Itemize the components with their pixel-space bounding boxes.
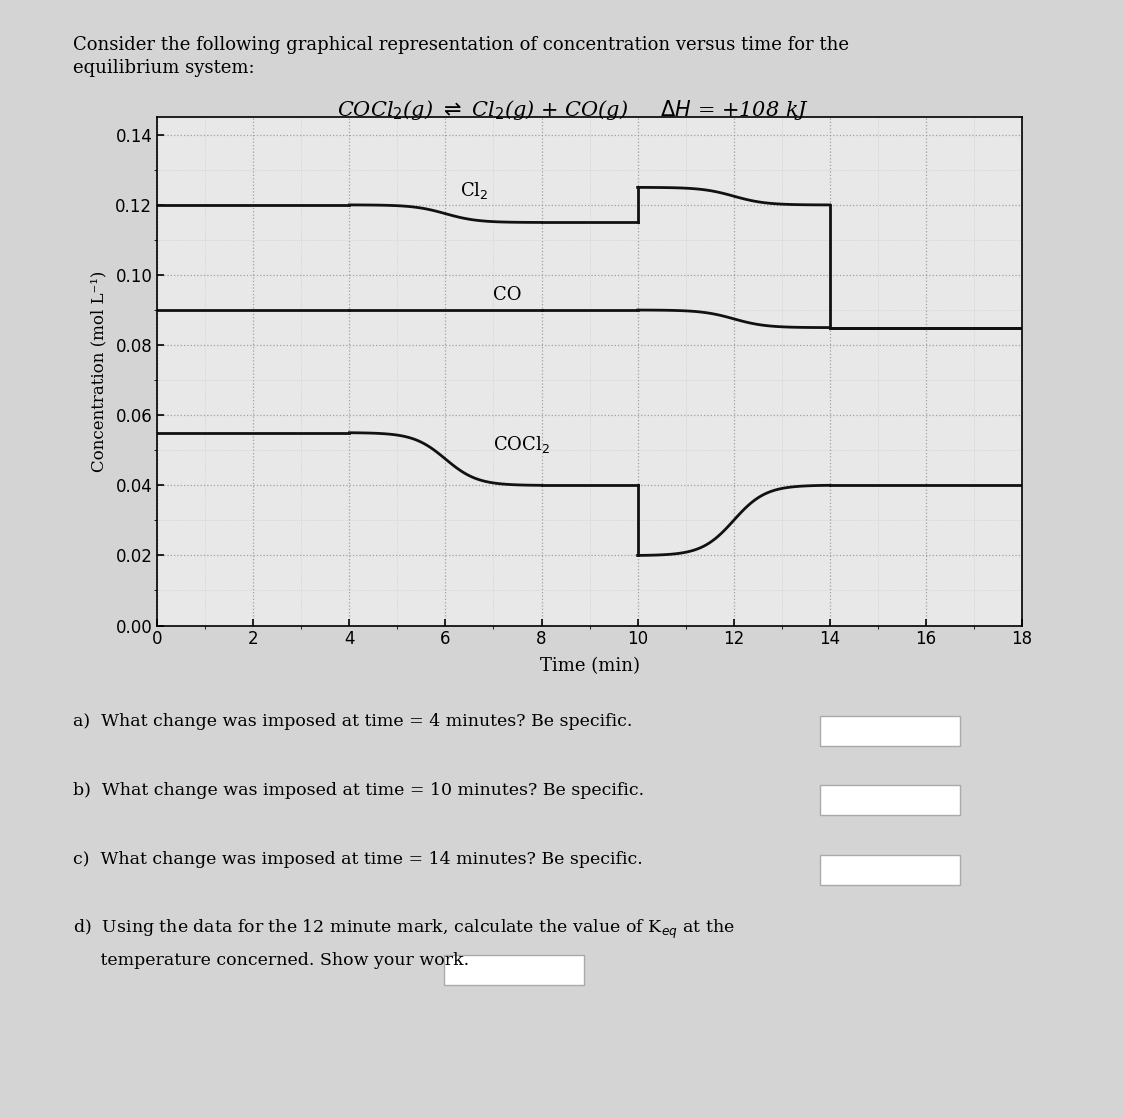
- Text: COCl$_2$: COCl$_2$: [493, 435, 550, 456]
- Text: a)  What change was imposed at time = 4 minutes? Be specific.: a) What change was imposed at time = 4 m…: [73, 713, 632, 729]
- Text: temperature concerned. Show your work.: temperature concerned. Show your work.: [73, 952, 469, 968]
- Text: COCl$_2$(g) $\rightleftharpoons$ Cl$_2$(g) + CO(g)     $\Delta H$ = +108 kJ: COCl$_2$(g) $\rightleftharpoons$ Cl$_2$(…: [337, 98, 809, 122]
- Text: b)  What change was imposed at time = 10 minutes? Be specific.: b) What change was imposed at time = 10 …: [73, 782, 645, 799]
- Text: Consider the following graphical representation of concentration versus time for: Consider the following graphical represe…: [73, 36, 849, 54]
- Text: d)  Using the data for the 12 minute mark, calculate the value of K$_{eq}$ at th: d) Using the data for the 12 minute mark…: [73, 918, 734, 942]
- Text: Cl$_2$: Cl$_2$: [460, 180, 489, 201]
- Text: CO: CO: [493, 286, 522, 304]
- X-axis label: Time (min): Time (min): [539, 657, 640, 675]
- Text: equilibrium system:: equilibrium system:: [73, 59, 255, 77]
- Text: c)  What change was imposed at time = 14 minutes? Be specific.: c) What change was imposed at time = 14 …: [73, 851, 642, 868]
- Y-axis label: Concentration (mol L⁻¹): Concentration (mol L⁻¹): [90, 270, 107, 472]
